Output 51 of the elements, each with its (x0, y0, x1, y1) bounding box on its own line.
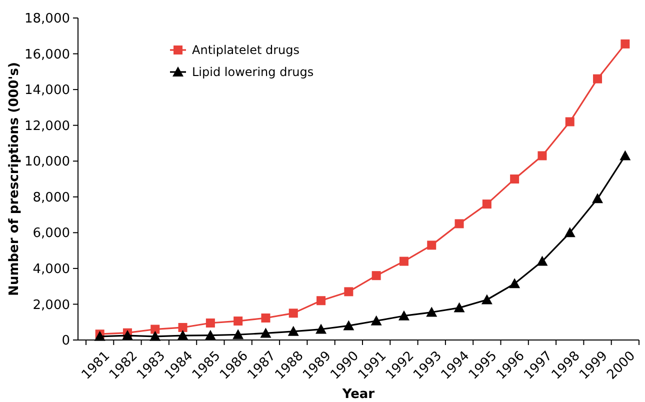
point (260, 328, 272, 338)
point (399, 256, 408, 266)
point (538, 151, 547, 160)
y-tick-label: 18,000 (24, 12, 70, 27)
point (150, 324, 160, 334)
y-tick-label: 16,000 (24, 47, 70, 62)
point (536, 256, 548, 266)
point (454, 219, 464, 228)
point (344, 287, 354, 296)
point (482, 200, 492, 209)
point (232, 329, 244, 340)
point (398, 310, 410, 320)
y-tick-label: 8,000 (32, 190, 70, 206)
point (178, 322, 188, 332)
point (510, 174, 520, 184)
legend-label: Lipid lowering drugs (192, 65, 314, 80)
y-tick-label: 10,000 (24, 154, 70, 170)
point (150, 330, 161, 341)
point (122, 330, 133, 340)
point (509, 278, 520, 288)
point (592, 193, 604, 204)
y-tick-label: 12,000 (24, 118, 70, 134)
legend-label: Antiplatelet drugs (192, 43, 300, 58)
point (370, 315, 382, 326)
point (564, 227, 576, 238)
point (288, 308, 298, 318)
point (206, 318, 215, 328)
point (481, 294, 492, 304)
y-tick-label: 2,000 (32, 298, 70, 313)
point (261, 313, 270, 322)
point (204, 330, 216, 340)
point (372, 271, 381, 280)
point (343, 320, 354, 330)
point (565, 117, 574, 126)
y-tick-label: 14,000 (24, 83, 70, 98)
point (620, 39, 630, 48)
point (426, 306, 438, 317)
point (593, 74, 602, 84)
point (316, 296, 326, 306)
point (288, 326, 299, 336)
y-axis-title: Number of prescriptions (000's) (7, 62, 22, 296)
y-tick-label: 0 (62, 334, 70, 349)
point (316, 324, 327, 334)
point (454, 302, 465, 312)
point (177, 330, 188, 340)
y-tick-label: 6,000 (32, 226, 70, 242)
point (427, 240, 436, 250)
point (234, 316, 243, 326)
x-axis-title: Year (341, 387, 376, 402)
y-tick-label: 4,000 (32, 262, 70, 277)
point (620, 150, 631, 160)
